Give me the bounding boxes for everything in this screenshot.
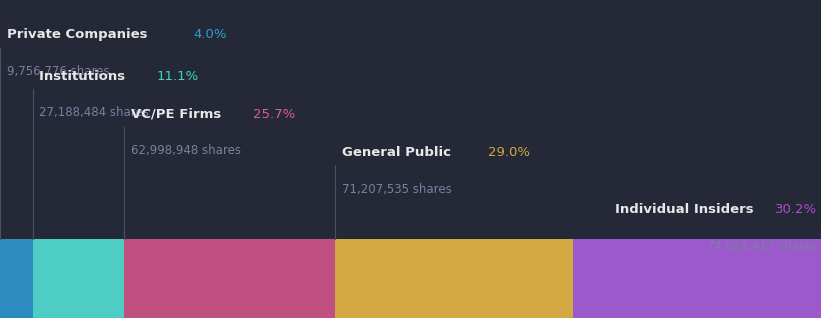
Text: 71,207,535 shares: 71,207,535 shares	[342, 183, 452, 196]
Text: 9,756,776 shares: 9,756,776 shares	[7, 65, 109, 78]
Text: 11.1%: 11.1%	[157, 70, 199, 83]
Text: Private Companies: Private Companies	[7, 28, 152, 41]
Text: 29.0%: 29.0%	[488, 146, 530, 159]
Text: Institutions: Institutions	[39, 70, 131, 83]
Text: Individual Insiders: Individual Insiders	[615, 203, 759, 216]
Bar	[335, 238, 573, 318]
Text: 27,188,484 shares: 27,188,484 shares	[39, 106, 149, 119]
Bar	[573, 238, 821, 318]
Bar	[33, 238, 124, 318]
Text: 62,998,948 shares: 62,998,948 shares	[131, 144, 241, 157]
Text: General Public: General Public	[342, 146, 455, 159]
Bar	[124, 238, 335, 318]
Text: 74,024,417 shares: 74,024,417 shares	[707, 240, 817, 253]
Text: VC/PE Firms: VC/PE Firms	[131, 108, 226, 121]
Text: 25.7%: 25.7%	[253, 108, 296, 121]
Text: 30.2%: 30.2%	[775, 203, 817, 216]
Text: 4.0%: 4.0%	[194, 28, 227, 41]
Bar	[0, 238, 33, 318]
